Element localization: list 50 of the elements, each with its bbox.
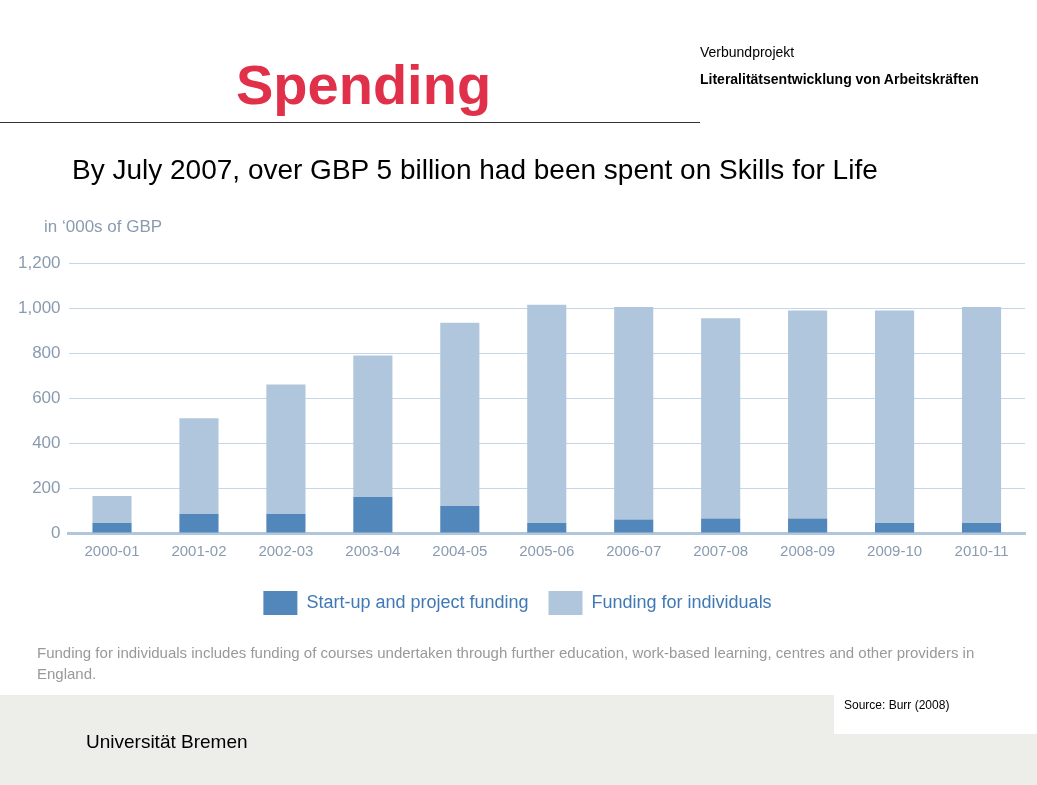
bar bbox=[266, 513, 306, 533]
bar bbox=[527, 522, 567, 533]
bar bbox=[353, 497, 393, 533]
bar bbox=[179, 513, 219, 533]
bar bbox=[266, 384, 306, 514]
text: Literalitätsentwicklung von Arbeitskräften bbox=[700, 71, 979, 87]
bar bbox=[701, 318, 741, 519]
bar bbox=[788, 518, 828, 533]
bar bbox=[353, 355, 393, 498]
bar bbox=[92, 522, 132, 533]
x-tick-label: 2002-03 bbox=[258, 542, 314, 560]
y-tick-label: 1,200 bbox=[17, 252, 61, 272]
bar bbox=[875, 310, 915, 523]
bar bbox=[440, 506, 480, 533]
text: Funding for individuals includes funding of courses undertaken through further education, work-based learning, centres and other providers in England. bbox=[37, 643, 976, 684]
bar bbox=[92, 495, 132, 523]
x-tick-label: 2001-02 bbox=[171, 542, 227, 560]
x-tick-label: 2009-10 bbox=[867, 542, 923, 560]
legend-label: Start-up and project funding bbox=[306, 591, 529, 612]
bar bbox=[440, 322, 480, 507]
x-tick-label: 2007-08 bbox=[693, 542, 749, 560]
bar bbox=[788, 310, 828, 519]
x-tick-label: 2004-05 bbox=[432, 542, 488, 560]
y-tick-label: 200 bbox=[32, 477, 61, 497]
bar bbox=[614, 307, 654, 520]
x-tick-label: 2003-04 bbox=[345, 542, 401, 560]
text: Universität Bremen bbox=[86, 731, 248, 753]
x-tick-label: 2008-09 bbox=[780, 542, 836, 560]
y-tick-label: 1,000 bbox=[17, 297, 61, 317]
bar bbox=[961, 307, 1002, 523]
chart-subtitle: By July 2007, over GBP 5 billion had been spent on Skills for Life bbox=[72, 154, 878, 186]
bar bbox=[179, 418, 219, 514]
x-tick-label: 2000-01 bbox=[84, 542, 140, 560]
x-tick-label: 2010-11 bbox=[954, 542, 1009, 560]
y-tick-label: 400 bbox=[32, 432, 61, 452]
bar bbox=[701, 518, 741, 533]
y-axis-title: in ‘000s of GBP bbox=[44, 217, 163, 237]
bar bbox=[527, 304, 567, 523]
legend-label: Funding for individuals bbox=[591, 591, 772, 612]
x-tick-label: 2005-06 bbox=[519, 542, 575, 560]
y-tick-label: 0 bbox=[51, 522, 61, 542]
bar bbox=[614, 519, 654, 533]
chart-title: Spending bbox=[236, 52, 492, 117]
source-note: Source: Burr (2008) bbox=[834, 694, 1037, 734]
bar bbox=[961, 522, 1002, 533]
bar bbox=[875, 522, 915, 533]
y-tick-label: 600 bbox=[32, 387, 61, 407]
y-tick-label: 800 bbox=[32, 342, 61, 362]
text: Verbundprojekt bbox=[700, 44, 795, 60]
x-tick-label: 2006-07 bbox=[606, 542, 662, 560]
